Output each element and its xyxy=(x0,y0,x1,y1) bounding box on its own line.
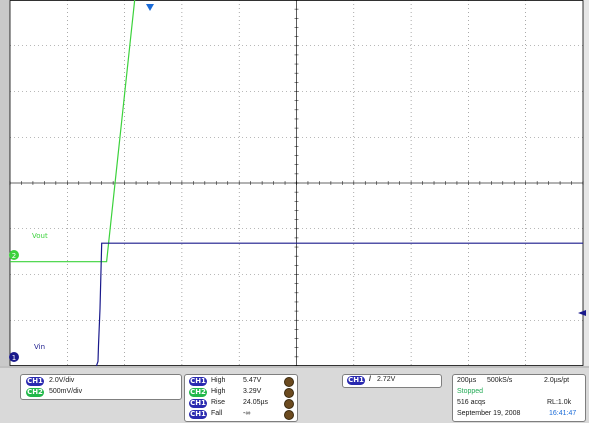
ch2-ground-marker-label: 2 xyxy=(12,252,16,260)
measure-2-name: High xyxy=(211,388,226,395)
measure-3-badge: CH1 xyxy=(189,399,207,408)
graticule xyxy=(9,0,584,366)
measurements-box: CH1 High 5.47V CH2 High 3.29V CH1 Rise 2… xyxy=(184,374,298,422)
measure-2-knob-icon[interactable] xyxy=(284,388,294,398)
measure-1-name: High xyxy=(211,377,226,384)
waveform-display: 2 1 Vout Vin xyxy=(0,0,589,366)
ch1-scale: 2.0V/div xyxy=(49,377,75,384)
sample-rate: 500kS/s xyxy=(487,377,513,384)
traces xyxy=(10,0,583,366)
measure-4-value: -∞ xyxy=(243,410,251,417)
measure-3-knob-icon[interactable] xyxy=(284,399,294,409)
capture-time: 16:41:47 xyxy=(549,410,577,417)
record-length: RL:1.0k xyxy=(547,399,572,406)
measure-1-value: 5.47V xyxy=(243,377,262,384)
measure-4-knob-icon[interactable] xyxy=(284,410,294,420)
trace-vin xyxy=(95,242,583,366)
markers: 2 1 xyxy=(9,4,586,362)
acquisition-status: Stopped xyxy=(457,388,484,395)
measure-1-knob-icon[interactable] xyxy=(284,377,294,387)
measure-4-name: Fall xyxy=(211,410,223,417)
ch2-scale: 500mV/div xyxy=(49,388,83,395)
ch1-badge[interactable]: CH1 xyxy=(26,377,44,386)
trace-vout xyxy=(10,0,136,263)
trigger-slope-icon: / xyxy=(369,376,371,383)
right-bezel xyxy=(583,0,589,366)
measure-2-badge: CH2 xyxy=(189,388,207,397)
measure-2-value: 3.29V xyxy=(243,388,262,395)
resolution: 2.0µs/pt xyxy=(544,377,570,384)
ch1-ground-marker-label: 1 xyxy=(12,354,16,362)
ch1-ground-marker[interactable] xyxy=(9,352,19,362)
ch2-ground-marker[interactable] xyxy=(9,250,19,260)
ch2-badge[interactable]: CH2 xyxy=(26,388,44,397)
trigger-source-badge[interactable]: CH1 xyxy=(347,376,365,385)
timebase: 200µs xyxy=(457,377,477,384)
trigger-level: 2.72V xyxy=(377,376,396,383)
acquisition-count: 516 acqs xyxy=(457,399,486,406)
measure-1-badge: CH1 xyxy=(189,377,207,386)
channel-scale-box: CH1 2.0V/div CH2 500mV/div xyxy=(20,374,182,400)
acquisition-box: 200µs 500kS/s 2.0µs/pt Stopped 516 acqs … xyxy=(452,374,586,422)
trace-label-vin: Vin xyxy=(34,343,45,351)
left-bezel xyxy=(0,0,10,366)
trigger-level-marker xyxy=(578,310,586,316)
status-panel: CH1 2.0V/div CH2 500mV/div CH1 High 5.47… xyxy=(0,366,589,423)
trigger-box: CH1 / 2.72V xyxy=(342,374,442,388)
measure-3-value: 24.05µs xyxy=(243,399,269,406)
trigger-position-marker xyxy=(146,4,154,11)
trace-label-vout: Vout xyxy=(32,232,48,240)
capture-date: September 19, 2008 xyxy=(457,410,521,417)
measure-3-name: Rise xyxy=(211,399,226,406)
measure-4-badge: CH1 xyxy=(189,410,207,419)
